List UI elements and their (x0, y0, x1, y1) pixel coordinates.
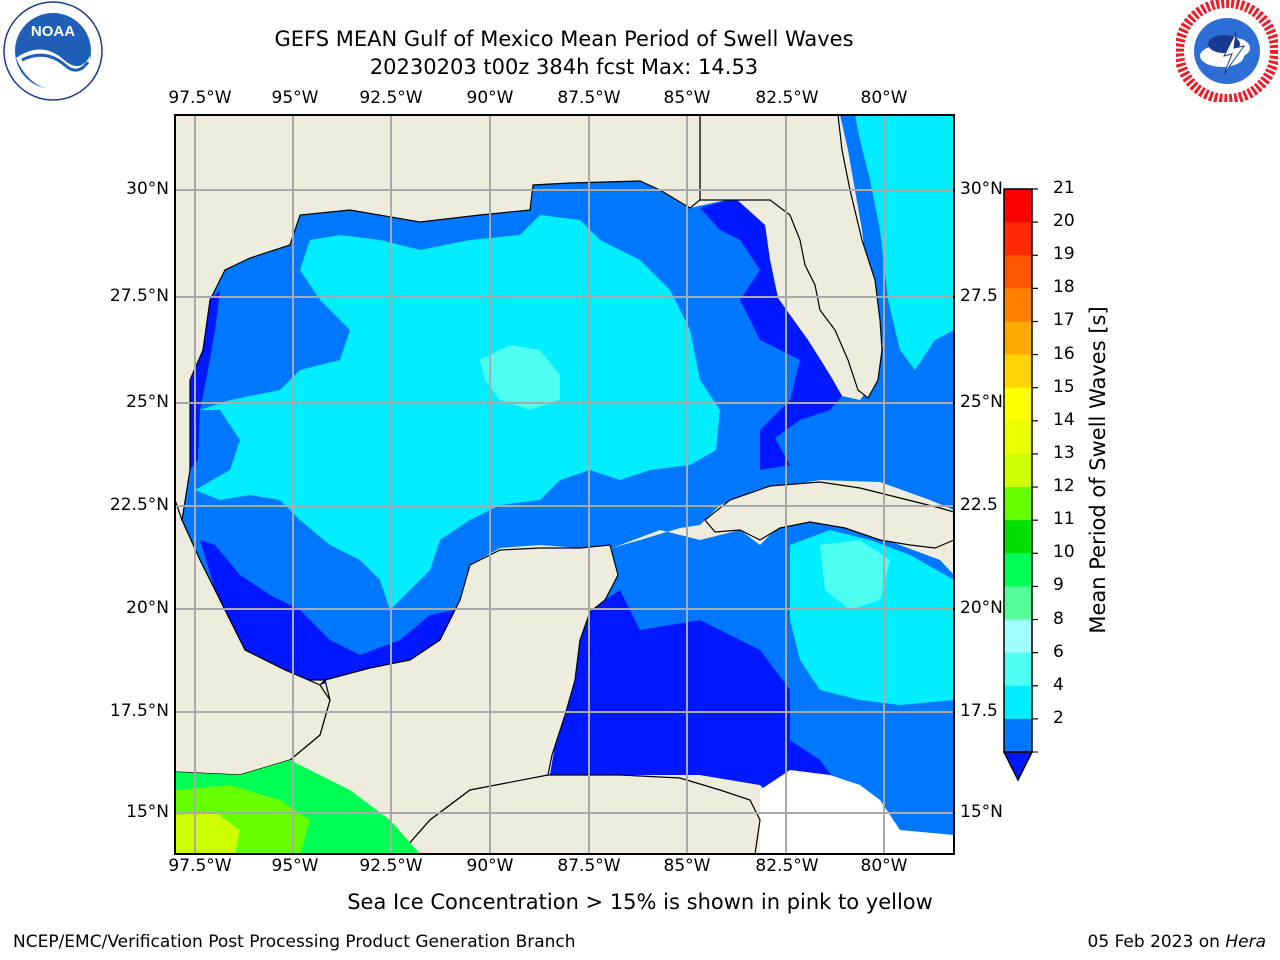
colorbar-segment (1004, 487, 1032, 521)
lat-label: 25°N (126, 392, 169, 412)
land-cuba (704, 481, 954, 549)
nws-logo-icon (1174, 0, 1280, 104)
colorbar-segment (1004, 586, 1032, 621)
lon-label: 97.5°W (168, 88, 232, 108)
colorbar-segment (1004, 718, 1032, 753)
caribbean-peak-patch (820, 540, 890, 610)
colorbar-segment (1004, 387, 1032, 422)
colorbar-tick-label: 4 (1053, 674, 1064, 695)
colorbar-segment (1004, 321, 1032, 356)
lon-label: 80°W (860, 856, 908, 876)
lat-label: 15°N (960, 802, 1003, 822)
lon-label: 82.5°W (755, 856, 819, 876)
colorbar-segment (1004, 288, 1032, 322)
colorbar-segment (1004, 652, 1032, 687)
colorbar-tick-label: 12 (1053, 476, 1075, 497)
colorbar-segment (1004, 189, 1032, 223)
gulf-peak-period-patch (480, 345, 560, 410)
colorbar-segment (1004, 520, 1032, 554)
colorbar-segment (1004, 553, 1032, 587)
colorbar-frame (1003, 188, 1033, 753)
lat-label: 30°N (126, 179, 169, 199)
atlantic-high-period (855, 115, 954, 370)
colorbar-tick-label: 19 (1053, 244, 1075, 265)
map-frame (174, 114, 955, 855)
colorbar-tick-label: 2 (1053, 707, 1064, 728)
colorbar-tick-label: 6 (1053, 641, 1064, 662)
pacific-period-patch-max (175, 812, 240, 854)
lon-label: 82.5°W (755, 88, 819, 108)
colorbar-tick-label: 13 (1053, 442, 1075, 463)
colorbar-segment (1004, 619, 1032, 654)
colorbar-segment (1004, 222, 1032, 256)
colorbar-tick-label: 20 (1053, 211, 1075, 232)
colorbar-tick-label: 9 (1053, 575, 1064, 596)
svg-text:NOAA: NOAA (31, 23, 75, 40)
lat-label: 20°N (126, 598, 169, 618)
colorbar-segment (1004, 685, 1032, 720)
caribbean-low-region (550, 590, 850, 820)
west-coast-low-band (190, 290, 220, 470)
colorbar-segment (1004, 354, 1032, 389)
lat-label: 17.5°N (109, 701, 169, 721)
colorbar-extend-triangle (1002, 751, 1034, 782)
lon-label: 85°W (663, 856, 711, 876)
lat-label: 27.5°N (109, 286, 169, 306)
lon-label: 95°W (271, 856, 319, 876)
lat-label: 30°N (960, 179, 1003, 199)
lat-label: 25°N (960, 392, 1003, 412)
lon-label: 90°W (466, 88, 514, 108)
map-grid (175, 115, 954, 854)
colorbar-tick-label: 11 (1053, 509, 1075, 530)
sea-ice-note-text: Sea Ice Concentration > 15% is shown in … (347, 890, 933, 914)
sea-ice-note: Sea Ice Concentration > 15% is shown in … (0, 890, 1280, 914)
lat-label: 17.5 (960, 701, 998, 721)
lon-label: 90°W (466, 856, 514, 876)
lat-label: 22.5°N (109, 495, 169, 515)
colorbar-segment (1004, 453, 1032, 488)
lon-label: 97.5°W (168, 856, 232, 876)
colorbar-tick-label: 16 (1053, 343, 1075, 364)
lon-label: 95°W (271, 88, 319, 108)
colorbar-tick-label: 17 (1053, 310, 1075, 331)
lat-label: 15°N (126, 802, 169, 822)
credit-machine: Hera (1225, 932, 1266, 952)
lon-label: 87.5°W (557, 88, 621, 108)
credit-date: 05 Feb 2023 on (1087, 932, 1226, 952)
lon-label: 92.5°W (359, 88, 423, 108)
colorbar-tick-label: 18 (1053, 277, 1075, 298)
land-florida (699, 115, 883, 399)
colorbar-tick-label: 8 (1053, 608, 1064, 629)
noaa-logo-icon: NOAA (2, 0, 104, 102)
chart-title: GEFS MEAN Gulf of Mexico Mean Period of … (274, 27, 854, 51)
colorbar-segment (1004, 420, 1032, 455)
colorbar-tick-label: 14 (1053, 409, 1075, 430)
credit-left: NCEP/EMC/Verification Post Processing Pr… (13, 932, 576, 952)
land-mexico-west (175, 499, 331, 776)
lat-label: 20°N (960, 598, 1003, 618)
lat-label: 22.5 (960, 495, 998, 515)
chart-subtitle: 20230203 t00z 384h fcst Max: 14.53 (369, 55, 759, 79)
lon-label: 87.5°W (557, 856, 621, 876)
colorbar-tick-label: 15 (1053, 376, 1075, 397)
colorbar-segment (1004, 255, 1032, 289)
colorbar-tick-label: 10 (1053, 542, 1075, 563)
lon-label: 80°W (860, 88, 908, 108)
credit-right: 05 Feb 2023 on Hera (1088, 932, 1266, 952)
colorbar-title: Mean Period of Swell Waves [s] (1086, 306, 1110, 634)
colorbar (1002, 188, 1038, 782)
lon-label: 92.5°W (359, 856, 423, 876)
colorbar-tick-label: 21 (1053, 178, 1075, 198)
lat-label: 27.5 (960, 286, 998, 306)
lon-label: 85°W (663, 88, 711, 108)
